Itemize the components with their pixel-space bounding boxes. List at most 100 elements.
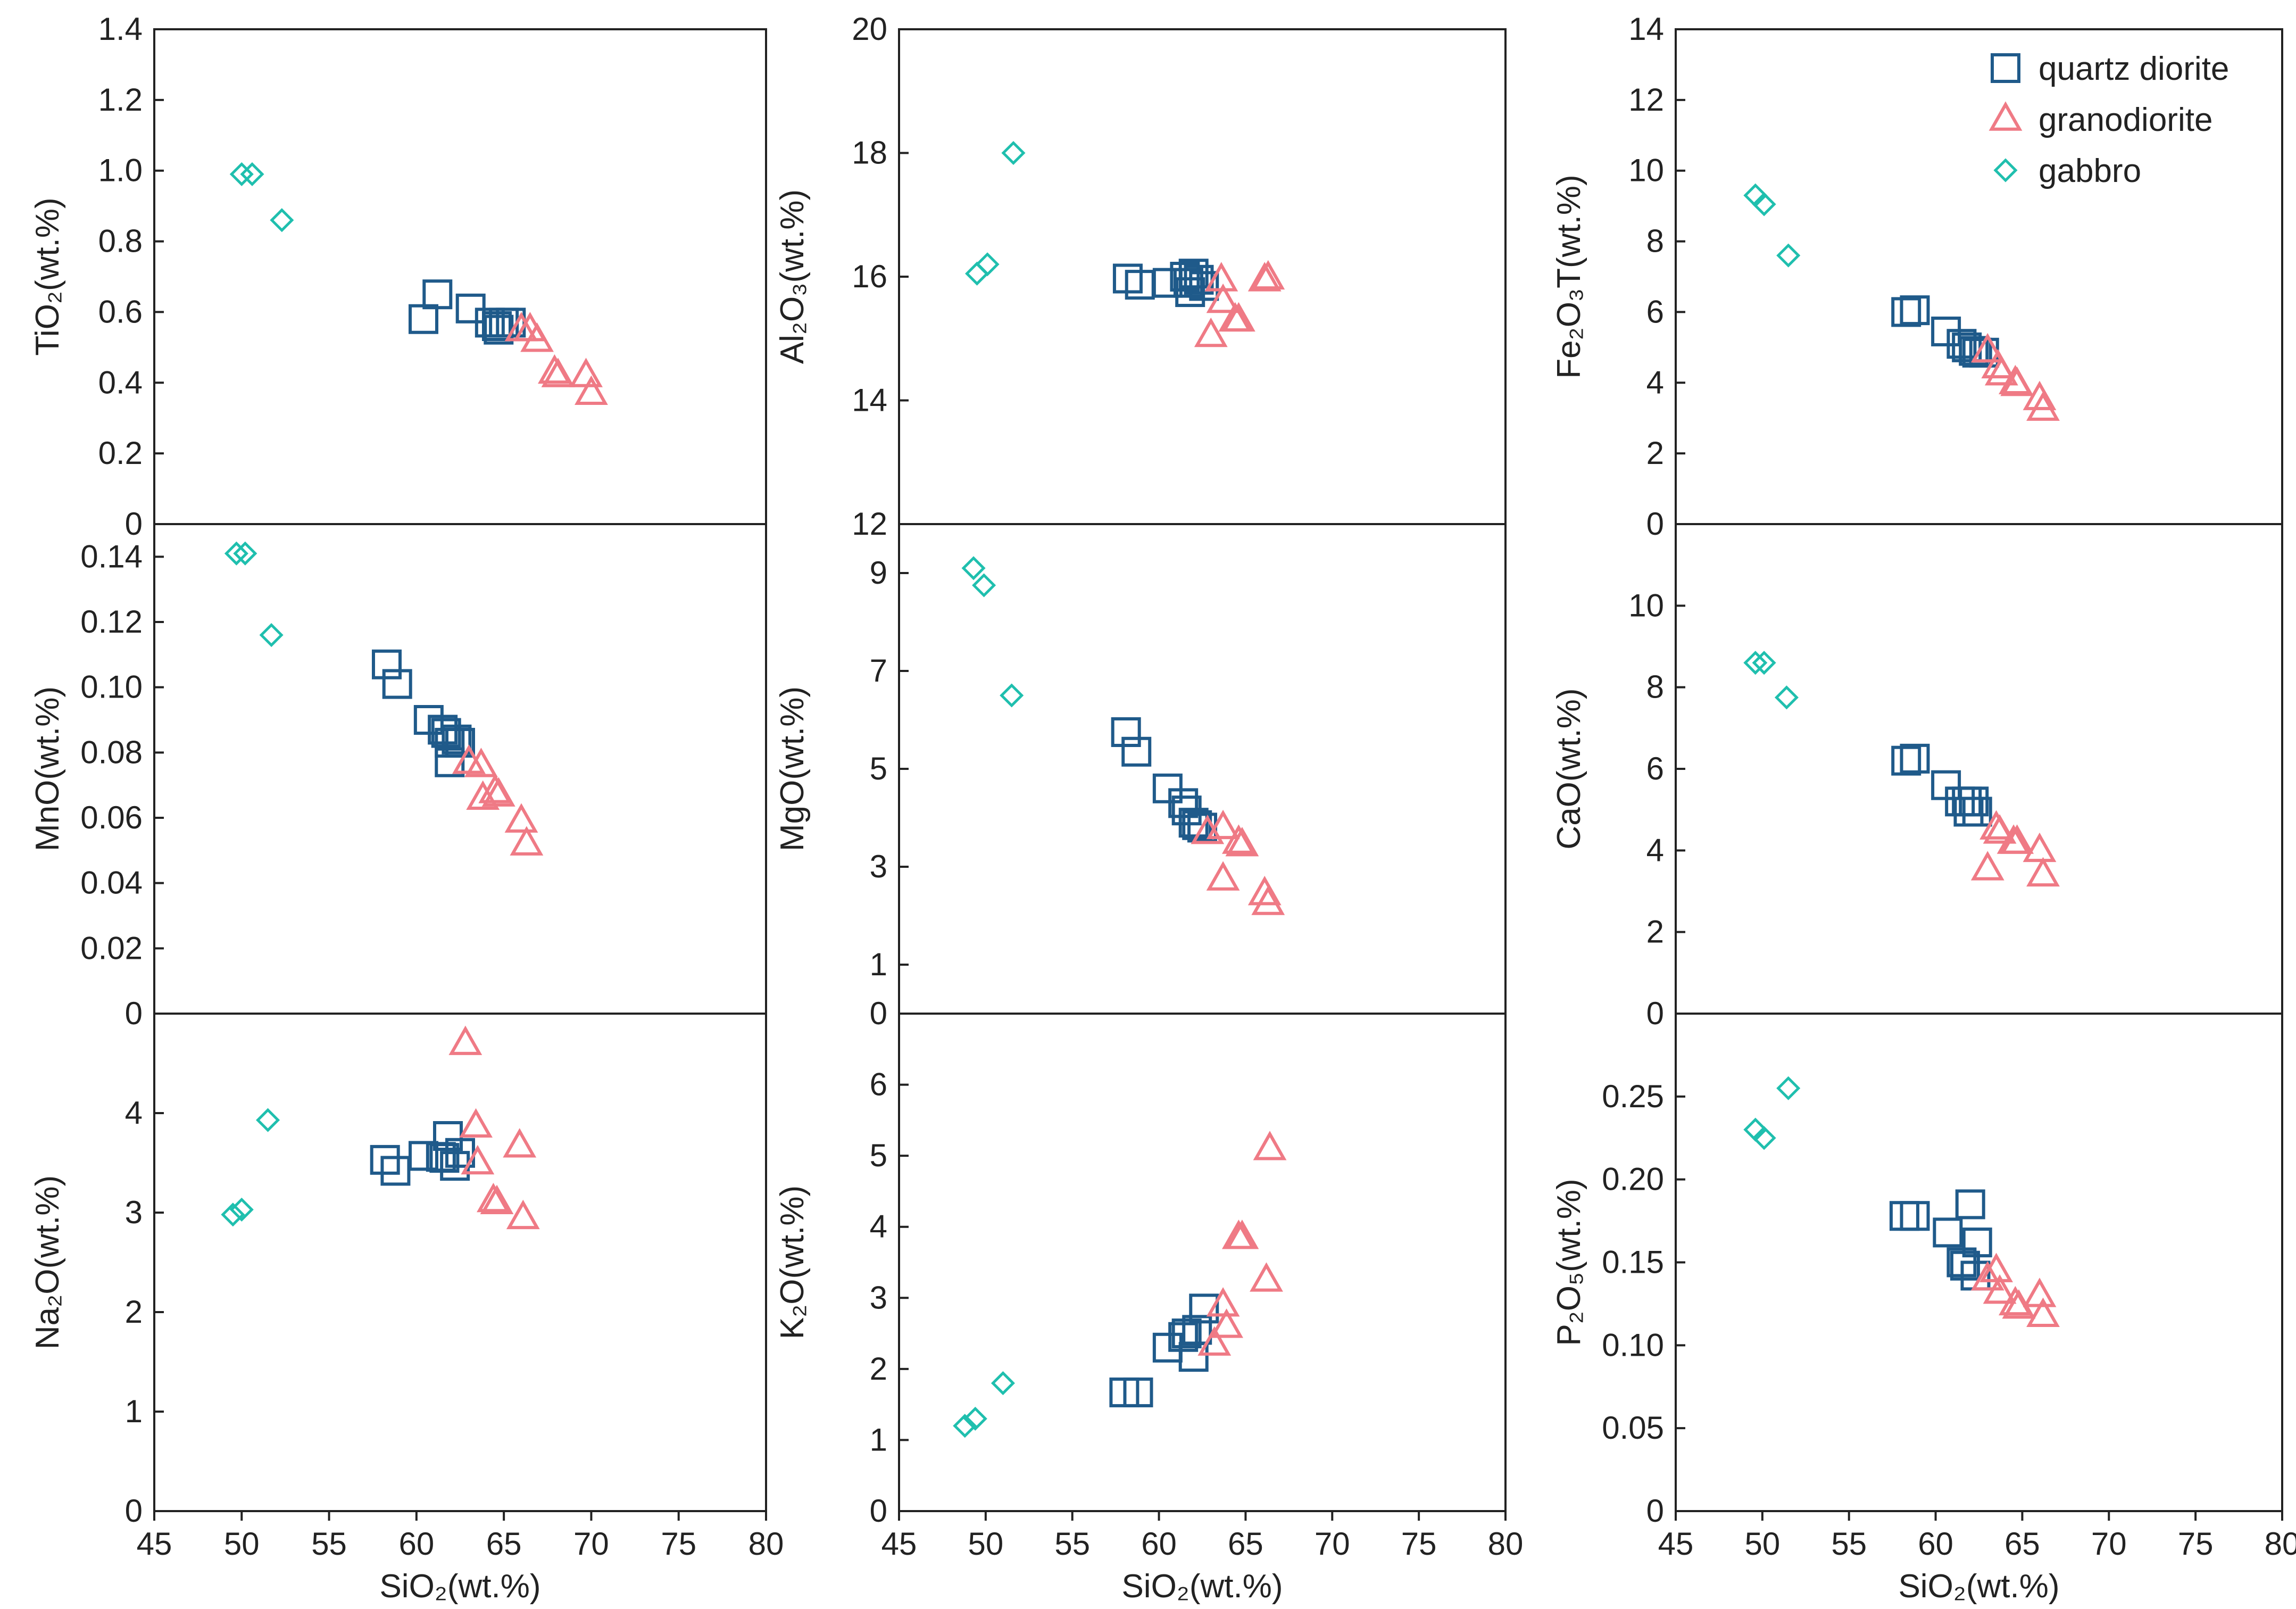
series-granodiorite (1197, 1131, 1287, 1356)
x-tick-label: 55 (1831, 1526, 1867, 1562)
y-tick-label: 0.14 (80, 538, 143, 574)
y-tick-label: 5 (870, 751, 887, 786)
series-gabbro (965, 140, 1026, 286)
panels: 00.20.40.60.81.01.21.4TiO₂(wt.%)12141618… (29, 11, 2296, 1605)
y-tick-label: 2 (870, 1351, 887, 1387)
y-axis-title: K₂O(wt.%) (774, 1185, 811, 1339)
panel-na2o: 0 1 2 3 4 45 50 55 60 65 70 75 80 SiO₂(wt.%) Na₂O(wt.%… (29, 1013, 784, 1605)
y-tick-label: 1.0 (98, 153, 143, 188)
data-point (1983, 814, 2017, 844)
y-tick-label: 0.10 (1602, 1327, 1664, 1363)
data-point (1123, 1377, 1153, 1407)
data-point (370, 1144, 400, 1175)
y-tick-label: 0.15 (1602, 1245, 1664, 1280)
y-tick-label: 0.02 (80, 930, 143, 966)
data-point (1194, 317, 1228, 347)
panel-mno: 0 0.02 0.04 0.06 0.08 0.10 0.12 0.14 MnO(wt.%) (29, 523, 767, 1031)
data-point (2026, 391, 2060, 421)
data-point (480, 1184, 514, 1215)
y-tick-label: 6 (870, 1067, 887, 1102)
data-point (1221, 824, 1255, 854)
data-point (1225, 827, 1259, 857)
data-point (1121, 736, 1152, 767)
data-point (1774, 685, 1799, 710)
data-point (520, 322, 554, 352)
x-tick-label: 60 (1918, 1526, 1953, 1562)
data-point (1743, 651, 1768, 675)
data-point (1776, 243, 1801, 268)
y-tick-label: 3 (870, 1280, 887, 1315)
x-tick-label: 70 (573, 1526, 609, 1562)
y-tick-label: 3 (125, 1195, 143, 1230)
data-point (1253, 1131, 1287, 1160)
data-point (2000, 824, 2034, 854)
series-quartz-diorite (1891, 743, 1992, 827)
data-point (1221, 302, 1255, 332)
data-point (1959, 786, 1989, 817)
y-tick-label: 4 (125, 1095, 143, 1131)
data-point (1970, 851, 2004, 881)
data-point (965, 261, 989, 286)
series-granodiorite (1194, 260, 1285, 347)
x-tick-label: 70 (1315, 1526, 1350, 1562)
data-point (1970, 333, 2004, 363)
data-point (445, 727, 475, 758)
series-quartz-diorite (409, 279, 526, 345)
legend-marker-triangle (1989, 101, 2023, 131)
y-tick-label: 2 (1646, 914, 1664, 950)
data-point (1178, 1342, 1209, 1372)
x-tick-label: 80 (748, 1526, 784, 1562)
series-gabbro (229, 162, 294, 233)
data-point (972, 573, 996, 598)
series-gabbro (221, 1108, 280, 1227)
data-point (1752, 1126, 1776, 1150)
y-tick-label: 5 (870, 1138, 887, 1173)
data-point (1206, 283, 1240, 313)
data-point (2026, 1297, 2060, 1327)
data-point (1776, 1076, 1801, 1100)
y-tick-label: 6 (1646, 751, 1664, 786)
y-axis-title: P₂O₅(wt.%) (1551, 1179, 1587, 1346)
series-gabbro (1743, 1076, 1801, 1150)
y-tick-label: 14 (852, 383, 887, 418)
y-tick-label: 0 (1646, 506, 1664, 542)
panel-tio2: 0 0.2 0.4 0.6 0.8 1.0 1.2 1.4 TiO₂(wt.%) (29, 11, 767, 542)
series-quartz-diorite (1111, 717, 1217, 843)
panel-cao: 0 2 4 6 8 10 CaO(wt.%) (1551, 523, 2283, 1031)
y-tick-label: 10 (1628, 153, 1664, 188)
x-tick-label: 50 (968, 1526, 1003, 1562)
data-point (2000, 367, 2034, 396)
series-quartz-diorite (1112, 259, 1219, 308)
y-tick-label: 0 (870, 1493, 887, 1529)
series-granodiorite (448, 1025, 540, 1230)
y-axis-title: Fe₂O₃T(wt.%) (1551, 175, 1587, 378)
data-point (963, 1406, 987, 1431)
x-tick-label: 80 (1488, 1526, 1524, 1562)
series-gabbro (1743, 183, 1801, 268)
y-tick-label: 0.12 (80, 604, 143, 640)
data-point (961, 556, 986, 580)
y-tick-label: 6 (1646, 294, 1664, 329)
plot-frame (153, 28, 767, 525)
plot-frame (898, 1013, 1507, 1512)
x-tick-label: 45 (1658, 1526, 1694, 1562)
data-point (1189, 271, 1219, 301)
panel-p2o5: 0 0.05 0.10 0.15 0.20 0.25 45 50 55 60 65 70 75 80 SiO… (1551, 1013, 2296, 1605)
x-tick-label: 60 (398, 1526, 434, 1562)
plot-frame (898, 523, 1507, 1015)
data-point (975, 252, 1000, 277)
legend: quartz diorite granodiorite gabbro (1989, 51, 2229, 189)
legend-marker-diamond (1993, 158, 2018, 183)
data-point (1889, 1201, 1919, 1231)
x-tick-label: 45 (137, 1526, 172, 1562)
data-point (2026, 857, 2060, 887)
data-point (477, 1182, 510, 1213)
y-axis-title: Na₂O(wt.%) (29, 1175, 66, 1349)
y-axis-title: CaO(wt.%) (1551, 688, 1587, 849)
x-tick-label: 75 (661, 1526, 696, 1562)
y-tick-label: 0.4 (98, 364, 143, 400)
panel-al2o3: 12 14 16 18 20 Al₂O₃(wt.%) (774, 11, 1507, 542)
y-tick-label: 8 (1646, 223, 1664, 259)
data-point (259, 623, 284, 648)
